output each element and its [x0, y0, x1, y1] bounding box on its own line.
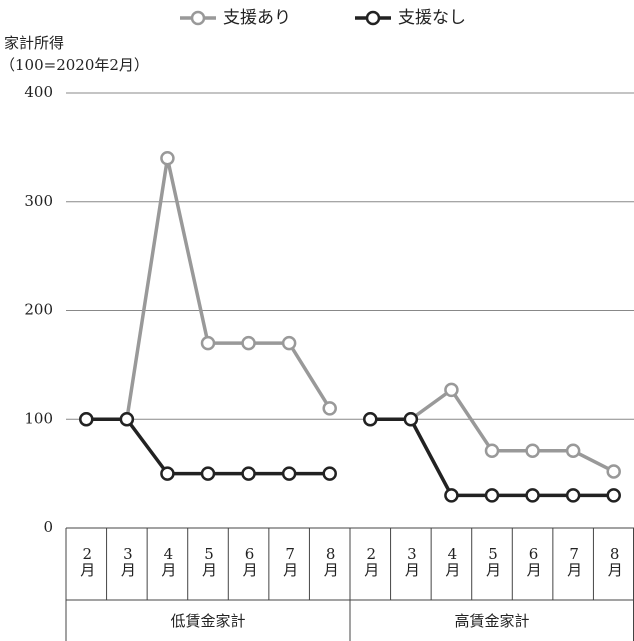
data-point: [363, 412, 378, 427]
y-tick-label: 400: [24, 83, 53, 101]
data-point: [200, 335, 216, 351]
data-point: [606, 464, 621, 479]
data-point: [322, 401, 337, 416]
data-point: [281, 466, 297, 481]
data-point: [525, 443, 540, 459]
data-point: [565, 488, 581, 503]
data-point: [444, 488, 459, 503]
data-point: [322, 466, 337, 481]
data-point: [241, 466, 256, 481]
x-tick-label: 5月: [484, 545, 502, 578]
y-axis-title: 家計所得: [4, 34, 64, 52]
y-axis-title: （100=2020年2月）: [0, 56, 149, 74]
x-tick-label: 6月: [241, 545, 259, 578]
data-point: [281, 335, 297, 351]
data-point: [119, 412, 135, 427]
x-tick-label: 4月: [443, 545, 461, 578]
x-tick-label: 5月: [200, 545, 218, 578]
x-tick-label: 3月: [119, 545, 137, 578]
x-tick-label: 7月: [565, 545, 583, 578]
series-line: [86, 417, 330, 476]
data-point: [160, 151, 175, 166]
y-tick-label: 200: [24, 301, 53, 319]
x-tick-label: 4月: [159, 545, 177, 578]
group-label: 高賃金家計: [454, 612, 529, 630]
data-point: [565, 443, 581, 459]
x-tick-label: 2月: [78, 545, 96, 578]
series-line: [86, 156, 332, 421]
data-point: [484, 443, 500, 459]
data-point: [241, 335, 256, 351]
y-tick-label: 100: [24, 409, 53, 427]
data-point: [525, 488, 540, 503]
x-tick-label: 7月: [281, 545, 299, 578]
legend-label: 支援あり: [223, 8, 291, 28]
series-line: [370, 388, 615, 474]
data-point: [200, 466, 216, 481]
y-tick-label: 0: [43, 518, 53, 536]
x-tick-label: 8月: [322, 545, 340, 578]
x-tick-label: 3月: [403, 545, 421, 578]
data-point: [79, 412, 94, 427]
data-point: [403, 412, 419, 427]
data-point: [484, 488, 500, 503]
y-tick-label: 300: [24, 192, 53, 210]
data-point: [606, 488, 621, 503]
legend-label: 支援なし: [398, 8, 466, 28]
group-label: 低賃金家計: [170, 612, 245, 630]
data-point: [444, 382, 459, 398]
legend-marker: [365, 10, 381, 26]
x-tick-label: 6月: [525, 545, 543, 578]
legend-marker: [190, 10, 206, 26]
data-point: [160, 466, 175, 481]
x-tick-label: 2月: [362, 545, 380, 578]
x-tick-label: 8月: [606, 545, 624, 578]
